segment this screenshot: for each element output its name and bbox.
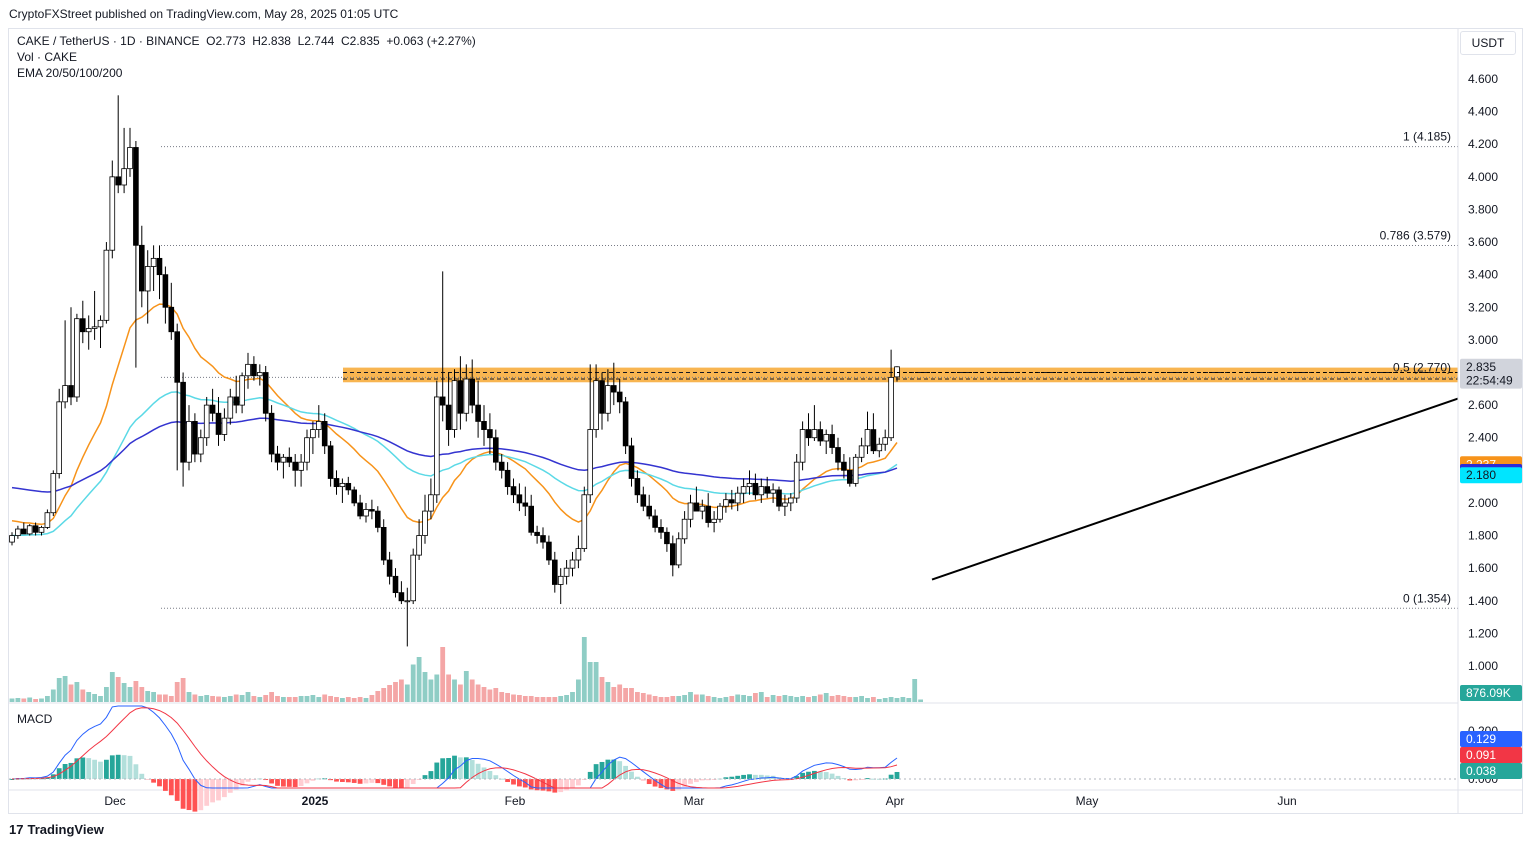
legend-close: 2.835 bbox=[349, 34, 380, 48]
legend-close-label: C bbox=[340, 34, 350, 48]
legend-macd[interactable]: MACD bbox=[17, 712, 53, 726]
publisher-line: CryptoFXStreet published on TradingView.… bbox=[9, 7, 399, 21]
tradingview-logo-icon: 17 bbox=[9, 822, 24, 837]
currency-button[interactable]: USDT bbox=[1460, 31, 1516, 55]
legend-high: 2.838 bbox=[260, 34, 291, 48]
legend-ema[interactable]: EMA 20/50/100/200 bbox=[17, 66, 123, 80]
legend-low: 2.744 bbox=[304, 34, 335, 48]
legend-symbol[interactable]: CAKE / TetherUS · 1D · BINANCE bbox=[17, 34, 200, 48]
footer-brand: TradingView bbox=[27, 822, 104, 837]
legend-high-label: H bbox=[252, 34, 261, 48]
legend-symbol-row: CAKE / TetherUS · 1D · BINANCE O2.773 H2… bbox=[17, 34, 476, 48]
legend-volume[interactable]: Vol · CAKE bbox=[17, 50, 78, 64]
tradingview-footer[interactable]: 17 TradingView bbox=[9, 822, 104, 837]
legend-open: 2.773 bbox=[215, 34, 246, 48]
legend-open-label: O bbox=[206, 34, 216, 48]
legend-change: +0.063 (+2.27%) bbox=[386, 34, 476, 48]
legend-low-label: L bbox=[297, 34, 305, 48]
chart-frame bbox=[8, 28, 1523, 814]
